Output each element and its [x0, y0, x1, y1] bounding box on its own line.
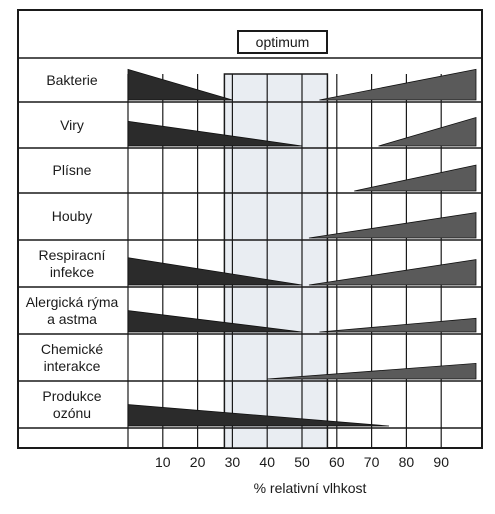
tick-label: 70: [364, 454, 380, 470]
risk-wedge-right: [319, 317, 477, 333]
risk-wedge-left: [127, 120, 303, 147]
row-label-line: interakce: [43, 357, 101, 374]
tick-label: 90: [433, 454, 449, 470]
risk-wedge-right: [267, 362, 477, 380]
risk-wedge-right: [354, 164, 477, 192]
risk-wedge-left: [127, 404, 390, 427]
row-label: Produkce ozónu: [18, 388, 126, 422]
tick-label: 80: [399, 454, 415, 470]
row-label: Respiracní infekce: [18, 247, 126, 281]
risk-wedge-left: [127, 310, 303, 333]
tick-label: 30: [225, 454, 241, 470]
row-label-line: Alergická rýma: [25, 293, 119, 310]
tick-label: 40: [259, 454, 275, 470]
row-label-line: Houby: [51, 208, 93, 224]
tick-label: 50: [294, 454, 310, 470]
row-label: Alergická rýma a astma: [18, 294, 126, 328]
tick-label: 60: [329, 454, 345, 470]
row-label-line: Plísne: [52, 162, 92, 178]
row-label: Plísne: [18, 162, 126, 179]
row-label-line: Produkce: [42, 387, 102, 404]
row-label: Chemické interakce: [18, 341, 126, 375]
risk-wedge-right: [378, 116, 477, 147]
risk-wedge-right: [308, 212, 477, 239]
tick-label: 10: [155, 454, 171, 470]
row-label: Houby: [18, 208, 126, 225]
row-label-line: a astma: [47, 310, 97, 327]
row-label-line: ozónu: [52, 404, 92, 421]
risk-wedge-right: [308, 259, 477, 286]
optimum-zone: [223, 73, 329, 449]
row-label-line: Chemické: [40, 340, 104, 357]
x-axis-label: % relativní vlhkost: [253, 480, 367, 496]
row-label-line: Respiracní: [38, 246, 106, 263]
row-label-line: Viry: [60, 116, 84, 133]
row-label: Bakterie: [18, 72, 126, 89]
row-label: Viry: [18, 117, 126, 134]
row-label-line: infekce: [49, 263, 95, 280]
risk-wedge-left: [127, 68, 233, 101]
risk-wedge-left: [127, 257, 303, 286]
risk-wedge-right: [319, 68, 477, 101]
optimum-label: optimum: [237, 30, 328, 54]
row-label-line: Bakterie: [46, 71, 98, 88]
tick-label: 20: [190, 454, 206, 470]
